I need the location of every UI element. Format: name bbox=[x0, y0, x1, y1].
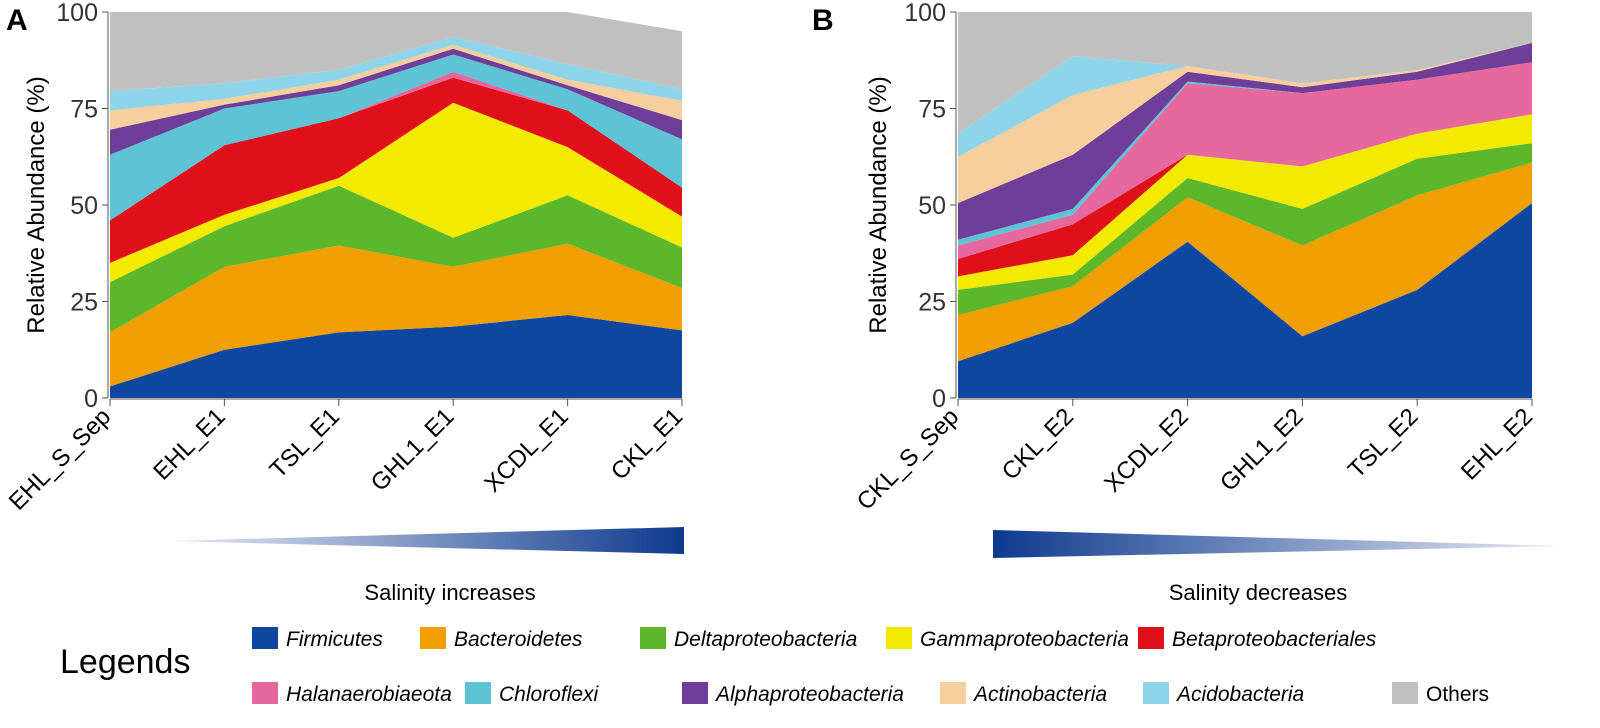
legend-label-acidobacteria: Acidobacteria bbox=[1175, 683, 1304, 706]
panel-label-b: B bbox=[812, 4, 834, 37]
area-acidobacteria-a bbox=[110, 37, 682, 111]
y-tick-label-50-b: 50 bbox=[918, 192, 946, 220]
y-axis-title-b: Relative Abundance (%) bbox=[865, 76, 892, 333]
chart-panel-b: B 0 25 50 75 100 CKL_S_Sep CKL_E2 XCDL_E2 GHL1_E… bbox=[812, 0, 1561, 605]
plot-area-b: 0 25 50 75 100 CKL_S_Sep CKL_E2 XCDL_E2 GHL1_E2 T… bbox=[852, 0, 1538, 516]
legend-swatch-deltaproteobacteria bbox=[640, 627, 666, 649]
legend-label-alphaproteobacteria: Alphaproteobacteria bbox=[714, 683, 904, 706]
area-bacteroidetes-a bbox=[110, 243, 682, 387]
area-actinobacteria-b bbox=[958, 42, 1532, 204]
area-others-b bbox=[958, 12, 1532, 134]
x-tick-label-b: CKL_E2 bbox=[997, 403, 1079, 485]
x-tick-label-b: EHL_E2 bbox=[1456, 403, 1538, 485]
legend-swatch-firmicutes bbox=[252, 627, 278, 649]
area-deltaproteobacteria-a bbox=[110, 185, 682, 333]
salinity-gradient-wedge-b bbox=[993, 530, 1561, 558]
x-tick-label-b: XCDL_E2 bbox=[1099, 403, 1194, 498]
y-tick-label-50-a: 50 bbox=[70, 192, 98, 220]
y-tick-label-25-b: 25 bbox=[918, 289, 946, 317]
x-tick-label-a: CKL_E1 bbox=[606, 403, 688, 485]
area-betaproteobacteriales-a bbox=[110, 77, 682, 263]
y-tick-label-100-b: 100 bbox=[904, 0, 946, 27]
x-tick-label-a: TSL_E1 bbox=[265, 403, 345, 483]
legend-swatch-acidobacteria bbox=[1143, 682, 1169, 704]
legend-label-betaproteobacteriales: Betaproteobacteriales bbox=[1172, 628, 1377, 651]
area-chloroflexi-b bbox=[958, 62, 1532, 246]
legend-label-halanaerobiaeota: Halanaerobiaeota bbox=[286, 683, 452, 706]
legend-swatch-chloroflexi bbox=[465, 682, 491, 704]
area-gammaproteobacteria-a bbox=[110, 102, 682, 283]
x-tick-label-a: XCDL_E1 bbox=[479, 403, 574, 498]
area-deltaproteobacteria-b bbox=[958, 143, 1532, 315]
area-alphaproteobacteria-a bbox=[110, 48, 682, 155]
x-tick-label-b: GHL1_E2 bbox=[1215, 403, 1309, 497]
area-alphaproteobacteria-b bbox=[958, 42, 1532, 240]
legend-label-deltaproteobacteria: Deltaproteobacteria bbox=[674, 628, 857, 651]
salinity-label-a: Salinity increases bbox=[364, 580, 535, 605]
legend-swatch-others bbox=[1392, 682, 1418, 704]
x-tick-label-a: EHL_S_Sep bbox=[4, 403, 116, 515]
y-tick-label-100-a: 100 bbox=[56, 0, 98, 27]
area-acidobacteria-b bbox=[958, 42, 1532, 157]
area-halanaerobiaeota-b bbox=[958, 62, 1532, 260]
legend-swatch-halanaerobiaeota bbox=[252, 682, 278, 704]
x-tick-label-b: CKL_S_Sep bbox=[852, 403, 964, 515]
legend-swatch-alphaproteobacteria bbox=[682, 682, 708, 704]
y-tick-label-75-b: 75 bbox=[918, 96, 946, 124]
x-tick-label-a: EHL_E1 bbox=[148, 403, 230, 485]
area-others-a bbox=[110, 12, 682, 92]
salinity-label-b: Salinity decreases bbox=[1169, 580, 1348, 605]
area-betaproteobacteriales-b bbox=[958, 114, 1532, 277]
area-firmicutes-a bbox=[110, 315, 682, 398]
area-chloroflexi-a bbox=[110, 54, 682, 221]
legend-label-bacteroidetes: Bacteroidetes bbox=[454, 628, 583, 651]
legend-label-firmicutes: Firmicutes bbox=[286, 628, 383, 651]
area-firmicutes-b bbox=[958, 203, 1532, 398]
y-tick-label-25-a: 25 bbox=[70, 289, 98, 317]
legend-label-gammaproteobacteria: Gammaproteobacteria bbox=[920, 628, 1129, 651]
legend-title: Legends bbox=[60, 643, 190, 681]
y-axis-title-a: Relative Abundance (%) bbox=[23, 76, 50, 333]
legend-swatch-actinobacteria bbox=[940, 682, 966, 704]
legend-label-chloroflexi: Chloroflexi bbox=[499, 683, 600, 706]
legend-swatch-bacteroidetes bbox=[420, 627, 446, 649]
panel-label-a: A bbox=[6, 4, 28, 37]
y-tick-label-0-b: 0 bbox=[932, 385, 946, 413]
legend-items: Firmicutes Bacteroidetes Deltaproteobacter… bbox=[252, 627, 1489, 706]
area-bacteroidetes-b bbox=[958, 162, 1532, 362]
salinity-gradient-wedge-a bbox=[170, 527, 684, 554]
y-tick-label-0-a: 0 bbox=[84, 385, 98, 413]
x-tick-label-a: GHL1_E1 bbox=[366, 403, 460, 497]
plot-area-a: 0 25 50 75 100 EHL_S_Sep EHL_E1 TSL_E1 GHL1_E1 XC… bbox=[4, 0, 688, 516]
x-tick-label-b: TSL_E2 bbox=[1343, 403, 1423, 483]
chart-panel-a: A 0 25 50 75 100 EHL_S_Sep EHL_E1 TSL_E1 GHL1_E1… bbox=[4, 0, 688, 605]
legend-swatch-gammaproteobacteria bbox=[886, 627, 912, 649]
legend-label-actinobacteria: Actinobacteria bbox=[972, 683, 1107, 706]
legend: Legends Firmicutes Bacteroidetes Deltaprot… bbox=[60, 627, 1489, 706]
area-gammaproteobacteria-b bbox=[958, 114, 1532, 290]
y-tick-label-75-a: 75 bbox=[70, 96, 98, 124]
legend-swatch-betaproteobacteriales bbox=[1138, 627, 1164, 649]
legend-label-others: Others bbox=[1426, 683, 1489, 706]
